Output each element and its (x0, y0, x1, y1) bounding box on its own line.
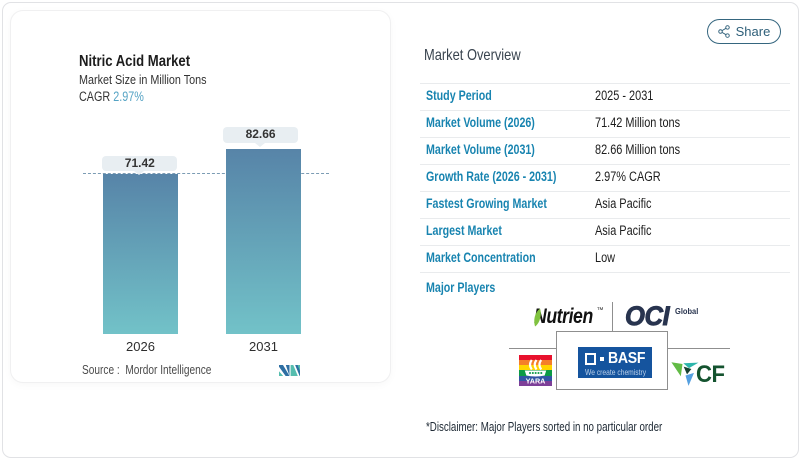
svg-text:YARA: YARA (525, 377, 546, 386)
